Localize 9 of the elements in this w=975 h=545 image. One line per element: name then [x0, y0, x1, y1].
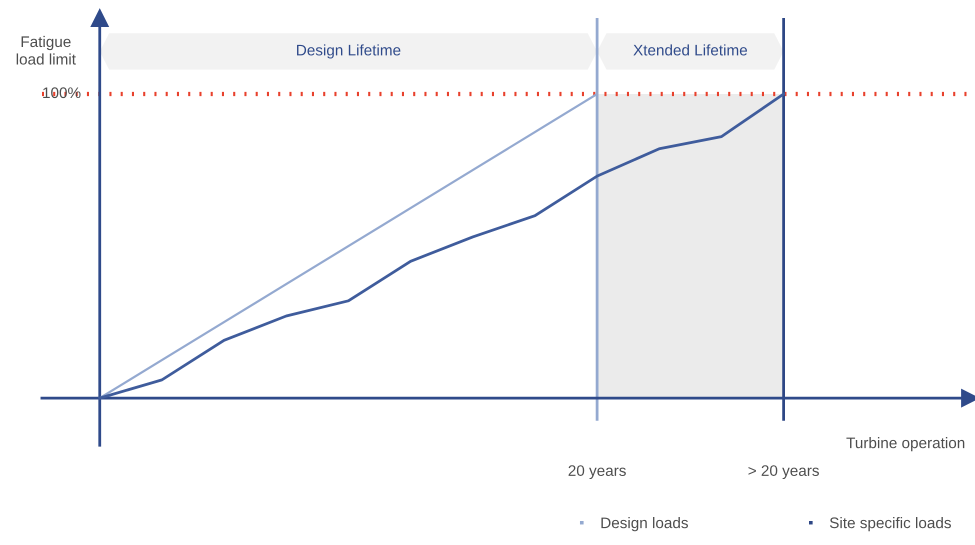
text: Design Lifetime [297, 44, 400, 59]
x-tick-label: > 20 years [748, 465, 819, 480]
x-axis-title: Turbine operation [846, 437, 964, 452]
x-tick-label: 20 years [568, 465, 626, 480]
ref-line-label: 100% [43, 87, 81, 98]
band-label: Xtended Lifetime [633, 44, 748, 56]
y-axis-title: Fatigue load limit [16, 36, 76, 65]
legend-label: Design loads [601, 517, 688, 532]
legend-label: Site specific loads [830, 517, 951, 532]
